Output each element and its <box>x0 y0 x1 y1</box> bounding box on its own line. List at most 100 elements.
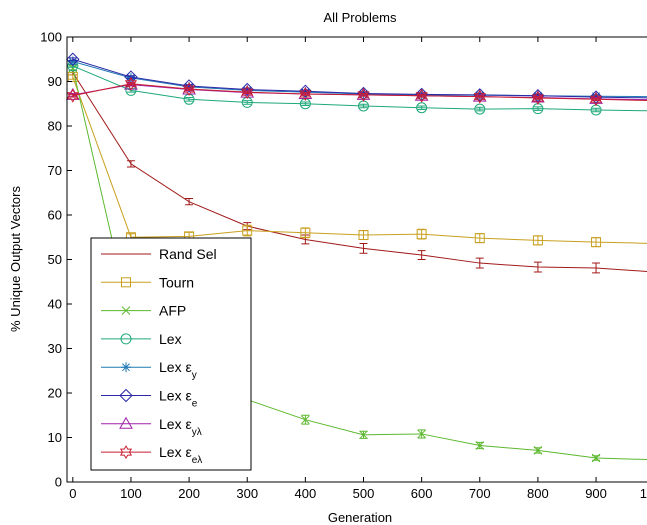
x-marker <box>359 430 368 440</box>
hexagram-marker <box>183 82 196 97</box>
error-bar <box>301 92 310 96</box>
square-marker <box>532 235 543 246</box>
error-bar <box>68 57 77 62</box>
triangle-marker <box>356 87 371 100</box>
legend-label-subscript: y <box>192 370 197 381</box>
x-tick-label: 100 <box>120 486 142 501</box>
hexagram-marker <box>357 87 370 102</box>
y-tick-label: 0 <box>55 475 62 490</box>
y-tick-label: 40 <box>48 297 62 312</box>
hexagram-marker <box>241 85 254 100</box>
hexagram-marker <box>299 86 312 101</box>
legend-label: AFP <box>159 303 186 319</box>
square-marker <box>591 237 602 248</box>
error-bar <box>417 250 426 260</box>
circle-marker <box>474 103 486 115</box>
error-bar <box>126 160 135 168</box>
x-marker <box>301 415 310 425</box>
square-marker <box>300 227 311 238</box>
y-tick-label: 100 <box>40 30 62 45</box>
legend-label-subscript: eλ <box>192 455 203 466</box>
triangle-marker <box>414 88 429 101</box>
x-marker <box>533 446 543 455</box>
hexagram-marker <box>124 76 138 91</box>
chart-title: All Problems <box>324 10 397 25</box>
x-axis-label: Generation <box>328 510 392 525</box>
y-tick-label: 20 <box>48 386 62 401</box>
error-bar <box>359 93 368 97</box>
legend-label: Tourn <box>159 274 194 290</box>
y-tick-label: 80 <box>48 119 62 134</box>
error-bar <box>592 262 601 274</box>
x-tick-label: 600 <box>411 486 433 501</box>
diamond-marker <box>119 388 133 403</box>
x-tick-label: 800 <box>527 486 549 501</box>
x-marker <box>68 63 78 73</box>
x-tick-label: 900 <box>585 486 607 501</box>
y-tick-label: 30 <box>48 341 62 356</box>
hexagram-marker <box>66 88 79 103</box>
y-tick-label: 50 <box>48 252 62 267</box>
diamond-marker <box>240 82 254 97</box>
diamond-marker <box>66 52 80 66</box>
square-marker <box>474 233 485 244</box>
triangle-marker <box>298 86 313 99</box>
hexagram-marker <box>415 88 428 103</box>
hexagram-marker <box>531 90 544 105</box>
error-bar <box>475 257 484 269</box>
x-tick-label: 200 <box>178 486 200 501</box>
triangle-marker <box>119 416 133 429</box>
error-bar <box>533 261 542 273</box>
error-bar <box>417 93 426 98</box>
hexagram-marker <box>119 445 133 460</box>
legend-label: Lex <box>159 331 182 347</box>
series-7 <box>66 76 647 107</box>
y-axis-label: % Unique Output Vectors <box>8 186 23 332</box>
circle-marker <box>416 102 428 114</box>
x-marker <box>121 306 131 315</box>
x-tick-label: 0 <box>69 486 76 501</box>
y-tick-label: 90 <box>48 74 62 89</box>
error-bar <box>417 105 426 111</box>
x-tick-label: 1000 <box>640 486 647 501</box>
square-marker <box>242 225 253 236</box>
error-bar <box>359 103 368 109</box>
circle-marker <box>120 333 132 345</box>
diamond-marker <box>298 84 313 98</box>
legend-label: Rand Sel <box>159 246 217 262</box>
square-marker <box>121 277 131 288</box>
x-tick-label: 300 <box>236 486 258 501</box>
error-bar <box>533 96 542 100</box>
error-bar <box>243 224 252 237</box>
x-tick-label: 500 <box>353 486 375 501</box>
legend-item: AFP <box>101 303 186 319</box>
x-marker <box>475 441 485 450</box>
error-bar <box>592 107 601 113</box>
y-tick-label: 70 <box>48 163 62 178</box>
error-bar <box>243 100 252 105</box>
hexagram-marker <box>589 92 603 107</box>
legend-item: Tourn <box>101 274 194 290</box>
legend-label-subscript: e <box>192 398 198 409</box>
square-marker <box>416 229 427 240</box>
error-bar <box>68 93 77 98</box>
legend-label-subscript: yλ <box>192 426 202 437</box>
error-bar <box>475 94 484 99</box>
x-marker <box>417 429 426 439</box>
y-tick-label: 60 <box>48 208 62 223</box>
error-bar <box>359 242 368 254</box>
error-bar <box>475 106 484 112</box>
plot-area <box>65 52 647 463</box>
error-bar <box>185 198 194 206</box>
triangle-marker <box>472 89 487 102</box>
x-marker <box>591 453 601 463</box>
error-bar <box>533 106 542 111</box>
error-bar <box>185 97 194 102</box>
diamond-marker <box>182 79 196 93</box>
x-tick-label: 400 <box>295 486 317 501</box>
error-bar <box>592 97 601 102</box>
asterisk-marker <box>121 362 131 373</box>
error-bar <box>185 87 194 91</box>
